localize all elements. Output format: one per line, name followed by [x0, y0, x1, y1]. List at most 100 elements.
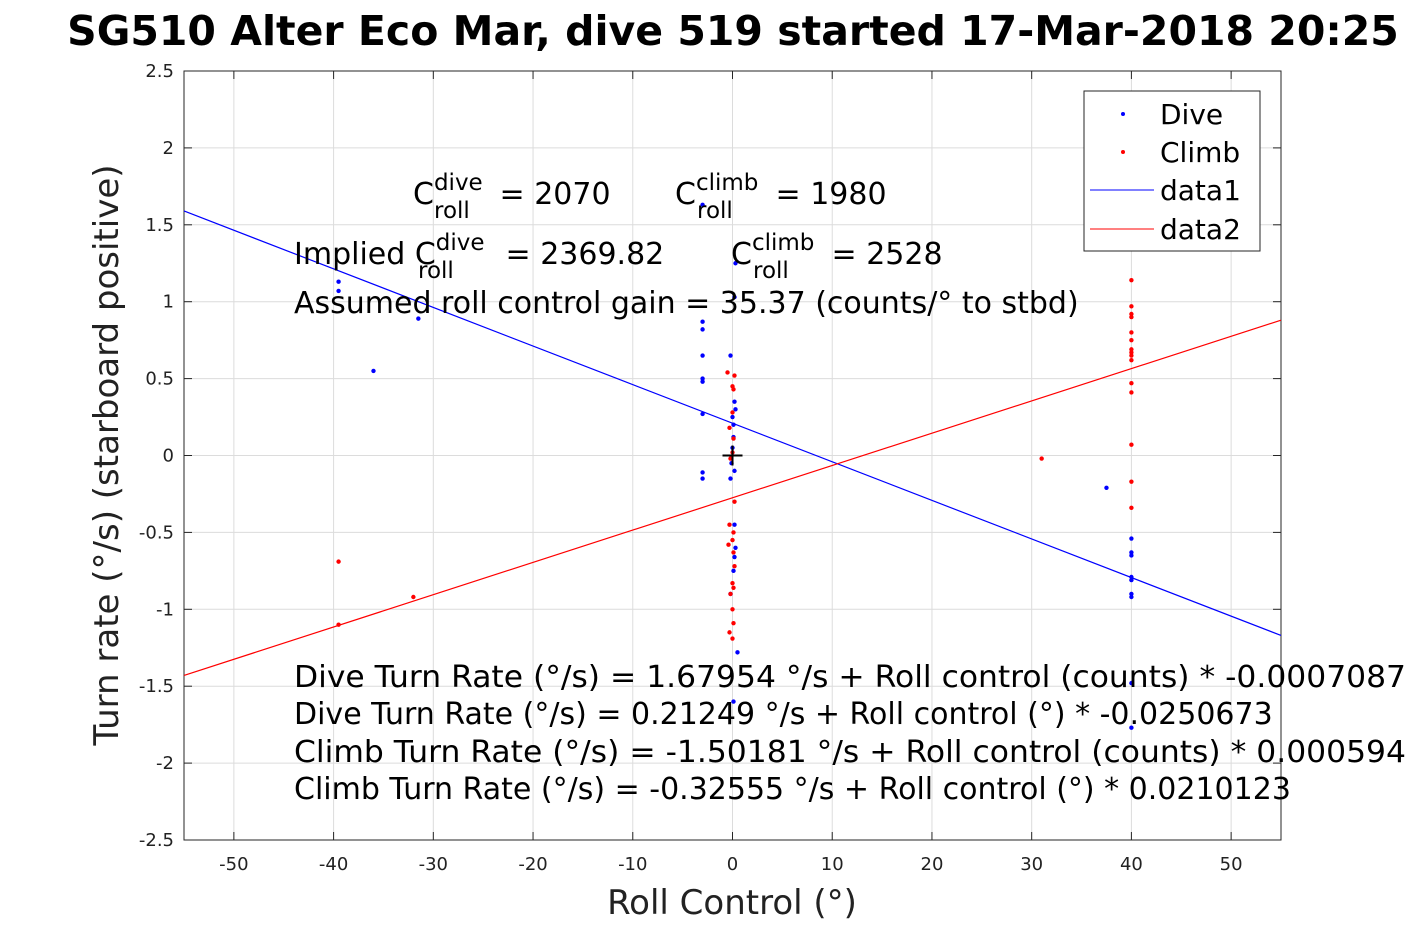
x-tick-label-0: 0 [727, 854, 738, 875]
chart-title: SG510 Alter Eco Mar, dive 519 started 17… [67, 7, 1399, 55]
climb-point [336, 559, 341, 564]
climb-point [1129, 330, 1134, 335]
climb-point [411, 594, 416, 600]
annotation-implied-climb-sub: roll [753, 258, 789, 284]
climb-point [732, 373, 737, 378]
climb-point [1129, 350, 1134, 355]
annotation-c-roll-climb: Cclimb roll = 1980 [675, 170, 887, 224]
annotation-c-roll-climb-sub: roll [697, 198, 733, 224]
legend-dive-label: Dive [1160, 98, 1223, 131]
y-tick-label-1: 1 [163, 292, 174, 313]
dive-point [733, 545, 738, 550]
dive-point [1129, 553, 1134, 558]
annotation-c-roll-dive-sup: dive [434, 170, 483, 196]
annotation-c-roll-dive: Cdive roll = 2070 [413, 170, 611, 224]
dive-point [1129, 550, 1134, 555]
annotation-implied-climb-prefix: C [731, 237, 752, 272]
annotation-implied-dive-prefix: Implied C [294, 237, 436, 272]
data-points [336, 202, 1134, 730]
y-tick-label-2p5: 2.5 [145, 61, 174, 82]
y-tick-label-1p5: 1.5 [145, 215, 174, 236]
center-marker [722, 445, 743, 466]
climb-point [725, 370, 730, 375]
annotation-implied-climb-sup: climb [752, 230, 814, 256]
climb-point [1129, 479, 1134, 484]
climb-point [730, 410, 735, 415]
climb-point [1129, 353, 1134, 358]
dive-point [733, 261, 738, 266]
dive-point [336, 279, 341, 284]
climb-point [732, 564, 737, 569]
legend-box [1083, 90, 1261, 252]
y-tick-label-m1: -1 [156, 599, 174, 620]
dive-point [1104, 485, 1109, 490]
dive-point [416, 316, 421, 321]
x-tick-label-m10: -10 [618, 854, 647, 875]
dive-point [728, 476, 733, 481]
dive-point [731, 422, 736, 427]
dive-point [700, 411, 705, 417]
climb-point [1129, 304, 1134, 309]
climb-point [726, 542, 731, 547]
dive-point [733, 407, 738, 412]
y-tick-label-0: 0 [163, 446, 174, 467]
legend: Dive Climb data1 data2 [1083, 90, 1261, 252]
fit-line-data2 [183, 319, 1282, 677]
x-tick-label-10: 10 [821, 854, 844, 875]
climb-point [1129, 277, 1134, 283]
dive-point [731, 568, 736, 574]
climb-point [1129, 337, 1134, 343]
legend-data2-label: data2 [1160, 213, 1241, 246]
legend-climb-label: Climb [1160, 136, 1240, 169]
dive-point [371, 368, 376, 374]
dive-point [700, 379, 705, 384]
x-tick-label-m20: -20 [518, 854, 547, 875]
climb-point [336, 622, 341, 627]
climb-point [732, 499, 737, 504]
climb-point [730, 636, 735, 641]
annotation-implied-dive-sub: roll [418, 258, 454, 284]
dive-point [700, 327, 705, 332]
equation-climb-degrees: Climb Turn Rate (°/s) = -0.32555 °/s + R… [294, 772, 1291, 807]
dive-point [732, 522, 737, 527]
climb-point [731, 585, 736, 590]
dive-point [732, 294, 737, 300]
x-tick-label-30: 30 [1020, 854, 1043, 875]
climb-point [728, 591, 733, 597]
annotation-c-roll-dive-sub: roll [434, 198, 470, 224]
dive-point [700, 202, 705, 208]
dive-point [700, 319, 705, 324]
annotation-c-roll-climb-sup: climb [696, 170, 758, 196]
annotation-implied-dive: Implied Cdive roll = 2369.82 [294, 230, 664, 284]
x-tick-label-m30: -30 [419, 854, 448, 875]
equation-dive-degrees: Dive Turn Rate (°/s) = 0.21249 °/s + Rol… [294, 697, 1273, 732]
climb-point [1039, 456, 1044, 461]
climb-point [730, 537, 735, 543]
dive-point [735, 650, 740, 655]
y-tick-label-m2: -2 [156, 753, 174, 774]
x-axis-label: Roll Control (°) [607, 883, 857, 923]
y-axis-label: Turn rate (°/s) (starboard positive) [87, 164, 127, 746]
climb-point [1129, 442, 1134, 447]
y-tick-label-m0p5: -0.5 [139, 522, 174, 543]
dive-point [1129, 680, 1134, 686]
climb-point [731, 620, 736, 626]
climb-point [730, 607, 735, 612]
climb-point [1129, 390, 1134, 395]
y-tick-label-0p5: 0.5 [145, 369, 174, 390]
equation-dive-counts: Dive Turn Rate (°/s) = 1.67954 °/s + Rol… [294, 660, 1406, 695]
dive-point [732, 399, 737, 404]
annotation-c-roll-climb-prefix: C [675, 177, 696, 212]
dive-point [728, 353, 733, 358]
climb-point [1129, 311, 1134, 317]
annotation-implied-climb: Cclimb roll = 2528 [731, 230, 943, 284]
x-tick-label-40: 40 [1120, 854, 1143, 875]
dive-point [1129, 536, 1134, 541]
climb-point [1129, 505, 1134, 510]
legend-dive-marker [1121, 112, 1125, 116]
climb-point [730, 580, 735, 586]
y-tick-label-2: 2 [163, 138, 174, 159]
annotation-implied-dive-sup: dive [436, 230, 485, 256]
climb-point [731, 530, 736, 535]
